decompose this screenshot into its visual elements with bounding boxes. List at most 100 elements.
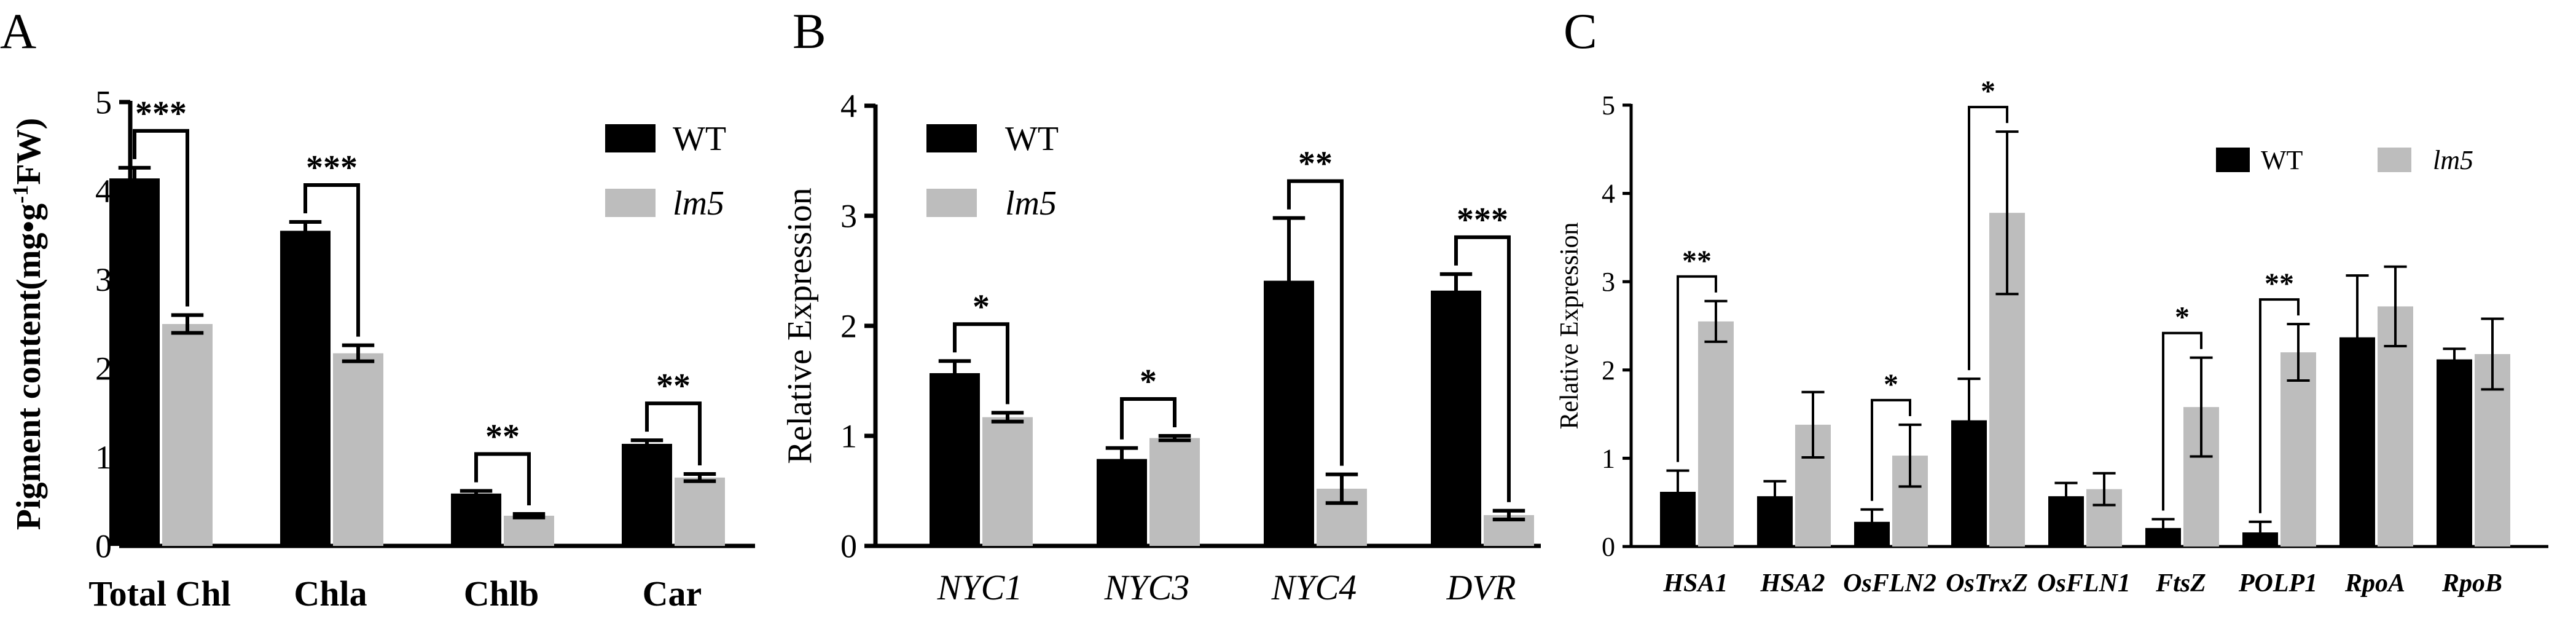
y-tick-label: 1 <box>840 417 857 454</box>
y-axis-label: Pigment content(mg•g-1FW) <box>8 118 48 530</box>
significance-bracket <box>1871 398 1911 501</box>
y-tick-label: 2 <box>840 307 857 344</box>
legend: WT lm5 <box>2216 145 2473 175</box>
x-tick-label: NYC4 <box>1271 567 1357 607</box>
bar-lm5 <box>504 515 554 546</box>
significance-bracket <box>1968 106 2008 371</box>
significance-label: *** <box>135 95 187 133</box>
bar-lm5 <box>982 417 1033 546</box>
y-axis-label-superscript: -1 <box>8 185 33 203</box>
x-tick-label: RpoB <box>2441 569 2502 598</box>
y-tick-label: 4 <box>840 87 857 124</box>
y-tick-label: 3 <box>1602 267 1615 297</box>
bar-lm5 <box>2280 352 2316 547</box>
bar-wt <box>109 178 160 547</box>
legend: WT lm5 <box>926 120 1059 223</box>
x-tick-label: OsFLN1 <box>2037 569 2131 598</box>
y-tick-label: 5 <box>95 84 112 120</box>
x-tick-label: POLP1 <box>2238 569 2317 598</box>
significance-label: ** <box>485 417 520 456</box>
y-axis-label: Relative Expression <box>1556 222 1584 429</box>
x-tick-label: FtsZ <box>2155 569 2206 598</box>
significance-label: ** <box>1682 245 1712 277</box>
panel-letter: A <box>0 3 36 59</box>
significance-bracket <box>1120 397 1176 440</box>
y-axis-label-part: Pigment content(mg•g <box>10 203 48 530</box>
legend-label-lm5: lm5 <box>673 184 724 223</box>
legend-swatch-lm5 <box>926 189 977 217</box>
x-tick-label: NYC3 <box>1104 567 1190 607</box>
x-tick-label: Chla <box>294 574 367 614</box>
x-tick-label: HSA2 <box>1760 569 1825 598</box>
significance-bracket <box>645 401 702 466</box>
legend-swatch-wt <box>926 124 977 152</box>
y-tick-label: 0 <box>840 527 857 564</box>
significance-label: *** <box>1457 201 1508 239</box>
significance-bracket <box>1454 235 1511 502</box>
legend-label-wt: WT <box>2261 145 2303 175</box>
y-tick-label: 4 <box>95 173 112 210</box>
legend-swatch-lm5 <box>605 189 656 217</box>
x-tick-label: HSA1 <box>1662 569 1728 598</box>
significance-bracket <box>133 128 189 307</box>
significance-bracket <box>1677 275 1717 462</box>
y-axis-label: Relative Expression <box>781 188 819 464</box>
bar-wt <box>2437 359 2472 547</box>
x-tick-label: OsTrxZ <box>1946 569 2028 598</box>
significance-label: * <box>2175 301 2190 334</box>
significance-label: * <box>973 288 990 326</box>
bar-lm5 <box>1149 438 1200 546</box>
y-tick-label: 2 <box>1602 355 1615 385</box>
legend-label-wt: WT <box>673 120 726 158</box>
y-tick-label: 0 <box>95 527 112 564</box>
legend-label-wt: WT <box>1005 120 1059 158</box>
legend: WT lm5 <box>605 120 726 223</box>
panel-letter: C <box>1564 3 1597 59</box>
significance-label: ** <box>2265 267 2294 300</box>
x-tick-label: Chlb <box>464 574 539 614</box>
significance-label: ** <box>1298 145 1333 183</box>
x-tick-label: RpoA <box>2344 569 2405 598</box>
significance-label: *** <box>306 149 358 187</box>
panel-a: A 0 1 2 3 4 5 Pigment content(mg•g-1FW) *** Total… <box>0 3 755 614</box>
bar-lm5 <box>1698 321 1734 547</box>
x-tick-label: OsFLN2 <box>1843 569 1936 598</box>
legend-swatch-wt <box>2216 148 2250 172</box>
significance-bracket <box>303 183 360 337</box>
panel-b: B 0 1 2 3 4 Relative Expression * NYC1 * NYC3 ** NYC… <box>781 3 1541 607</box>
bar-wt <box>280 231 331 546</box>
legend-label-lm5: lm5 <box>1005 184 1057 223</box>
y-tick-label: 3 <box>840 197 857 234</box>
x-tick-label: Total Chl <box>88 574 231 614</box>
significance-bracket <box>474 452 531 506</box>
y-tick-label: 5 <box>1602 90 1615 120</box>
legend-swatch-lm5 <box>2378 148 2411 172</box>
x-tick-label: NYC1 <box>937 567 1023 607</box>
x-tick-label: Car <box>643 574 702 614</box>
bar-wt <box>1431 290 1481 546</box>
panel-letter: B <box>793 3 826 59</box>
bar-wt <box>451 493 501 546</box>
significance-bracket <box>2162 331 2202 511</box>
legend-swatch-wt <box>605 124 656 152</box>
significance-label: ** <box>656 367 691 405</box>
significance-bracket <box>2259 298 2300 513</box>
y-tick-label: 4 <box>1602 179 1615 209</box>
y-tick-label: 1 <box>1602 443 1615 473</box>
y-tick-label: 1 <box>95 439 112 476</box>
significance-label: * <box>1981 75 1995 108</box>
x-tick-label: DVR <box>1446 567 1516 607</box>
significance-label: * <box>1884 368 1898 401</box>
significance-bracket <box>1287 179 1344 466</box>
bar-lm5 <box>333 353 383 546</box>
significance-label: * <box>1140 363 1157 401</box>
bar-wt <box>1097 459 1147 546</box>
y-axis-label-part: FW) <box>10 118 48 185</box>
bar-wt <box>930 373 980 546</box>
bar-lm5 <box>675 477 725 546</box>
significance-bracket <box>953 322 1009 405</box>
bar-lm5 <box>162 324 213 546</box>
y-tick-label: 3 <box>95 261 112 298</box>
